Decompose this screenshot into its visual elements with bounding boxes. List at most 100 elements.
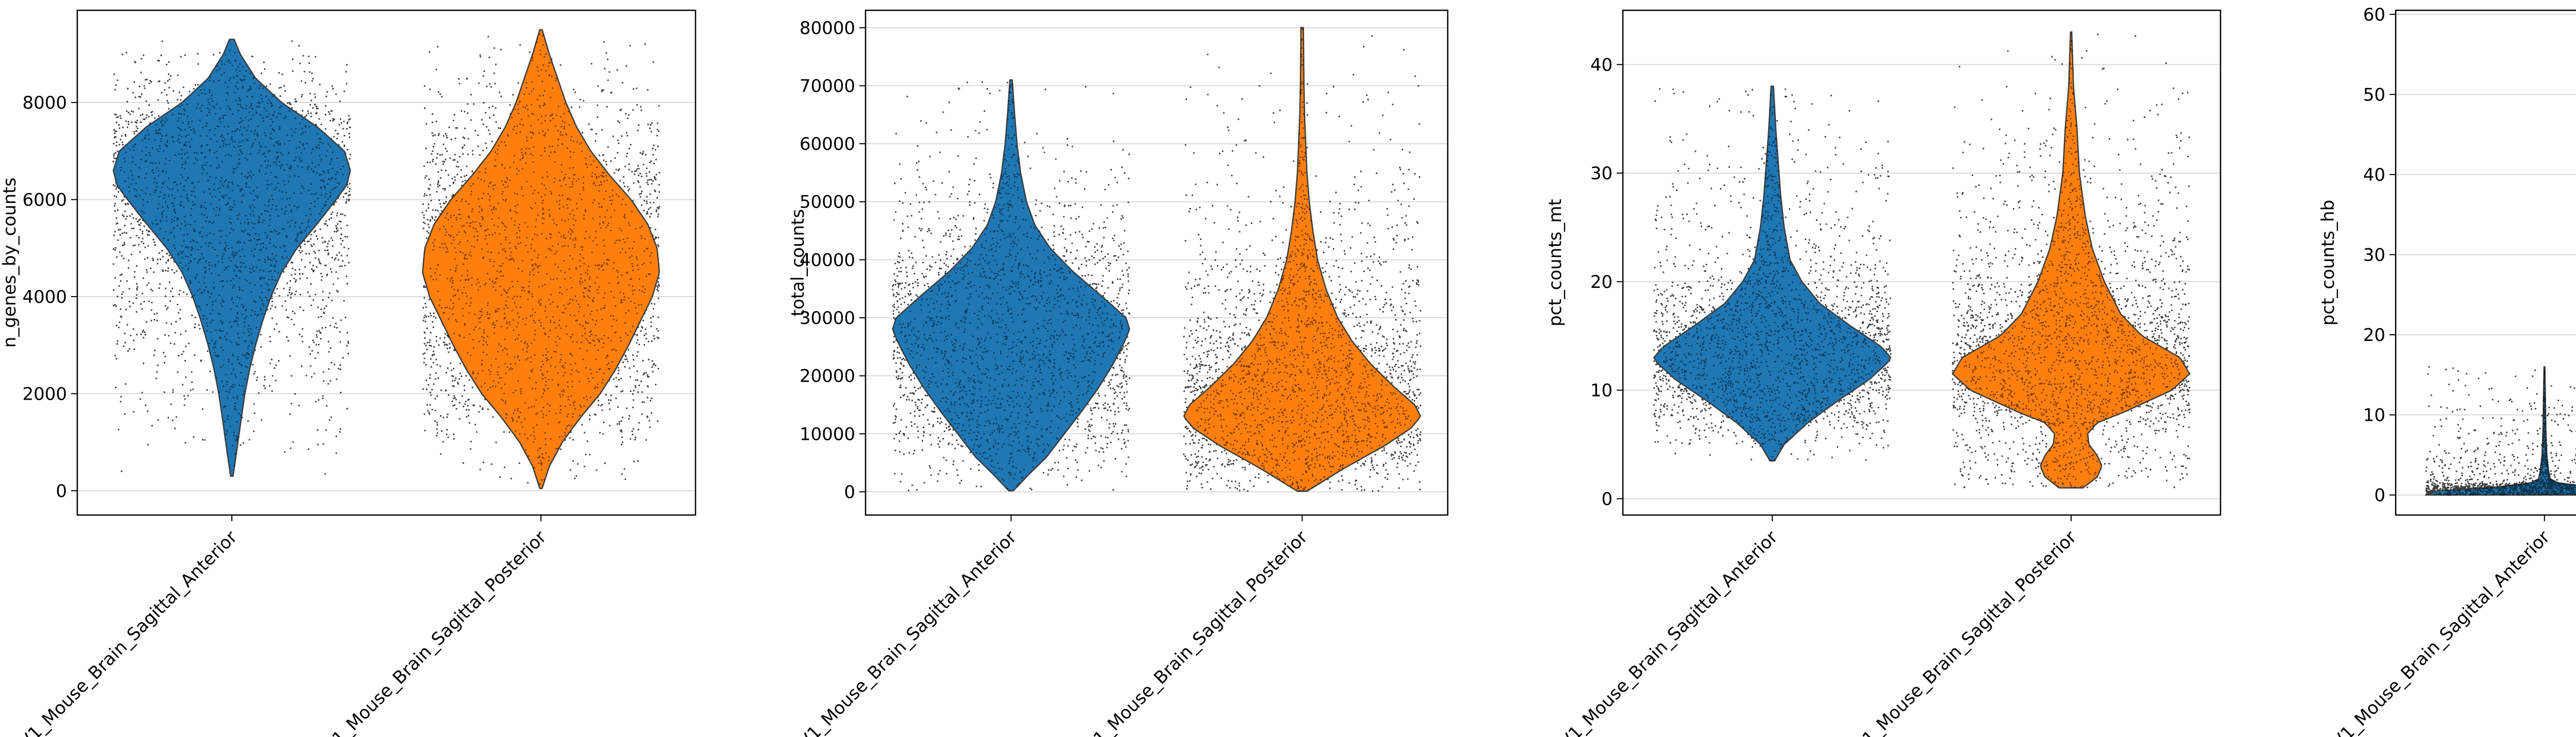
inner-point [264,108,265,109]
jitter-point [183,292,184,293]
inner-point [228,60,230,61]
inner-point [216,167,217,169]
inner-point [228,181,229,183]
jitter-point [331,256,333,258]
inner-point [201,110,202,112]
inner-point [213,233,214,235]
jitter-point [290,104,292,105]
inner-point [186,194,188,196]
inner-point [200,135,201,136]
inner-point [234,146,235,148]
inner-point [231,373,232,374]
jitter-point [157,259,159,260]
inner-point [250,171,252,173]
inner-point [258,219,259,221]
inner-point [220,236,222,237]
inner-point [260,269,261,271]
inner-point [328,172,329,174]
inner-point [185,247,187,248]
inner-point [226,430,227,431]
inner-point [156,224,157,225]
jitter-point [425,286,426,288]
inner-point [317,198,319,199]
inner-point [251,342,252,344]
jitter-point [159,283,161,285]
inner-point [156,219,157,221]
jitter-point [345,201,347,203]
jitter-point [301,259,302,261]
inner-point [279,165,281,167]
jitter-point [315,230,316,232]
inner-point [232,251,233,253]
jitter-point [430,374,431,375]
inner-point [217,261,219,263]
inner-point [250,73,251,74]
jitter-point [115,223,117,225]
jitter-point [292,311,294,312]
inner-point [121,166,122,168]
inner-point [279,144,281,146]
jitter-point [319,83,320,85]
jitter-point [331,85,333,87]
inner-point [166,220,167,222]
jitter-point [283,85,285,87]
inner-point [234,131,235,132]
jitter-point [656,197,658,198]
inner-point [222,258,223,260]
jitter-point [339,331,341,333]
jitter-point [329,325,331,327]
jitter-point [113,74,115,75]
jitter-point [278,72,280,74]
inner-point [212,100,213,102]
jitter-point [313,231,315,233]
jitter-point [177,99,178,100]
y-tick-label: 0 [56,481,67,502]
jitter-point [253,431,255,432]
jitter-point [345,71,347,73]
inner-point [190,146,191,148]
jitter-point [327,250,328,251]
jitter-point [136,283,138,284]
inner-point [266,116,267,118]
jitter-point [126,101,128,102]
inner-point [220,320,222,322]
inner-point [279,161,280,163]
inner-point [165,171,167,173]
jitter-point [291,293,293,294]
jitter-point [120,316,122,317]
inner-point [336,182,338,183]
inner-point [239,142,240,143]
jitter-point [626,358,628,360]
jitter-point [347,123,348,124]
inner-point [259,88,260,89]
inner-point [268,225,269,227]
jitter-point [174,343,175,345]
inner-point [214,152,215,154]
jitter-point [347,236,348,238]
jitter-point [433,313,434,314]
inner-point [241,201,242,203]
inner-point [207,290,209,292]
inner-point [234,374,236,375]
jitter-point [301,365,302,367]
jitter-point [115,305,117,307]
inner-point [281,209,282,210]
jitter-point [647,376,649,378]
jitter-point [422,228,424,229]
jitter-point [424,107,426,109]
jitter-point [429,413,430,415]
jitter-point [120,401,121,402]
jitter-point [184,442,186,443]
inner-point [270,270,272,272]
jitter-point [179,92,180,93]
inner-point [324,172,325,173]
jitter-point [176,416,177,418]
jitter-point [277,288,278,289]
inner-point [159,196,160,197]
jitter-point [331,271,332,273]
jitter-point [656,135,658,136]
jitter-point [134,271,135,272]
jitter-point [284,451,285,453]
jitter-point [654,338,655,339]
inner-point [217,188,219,190]
